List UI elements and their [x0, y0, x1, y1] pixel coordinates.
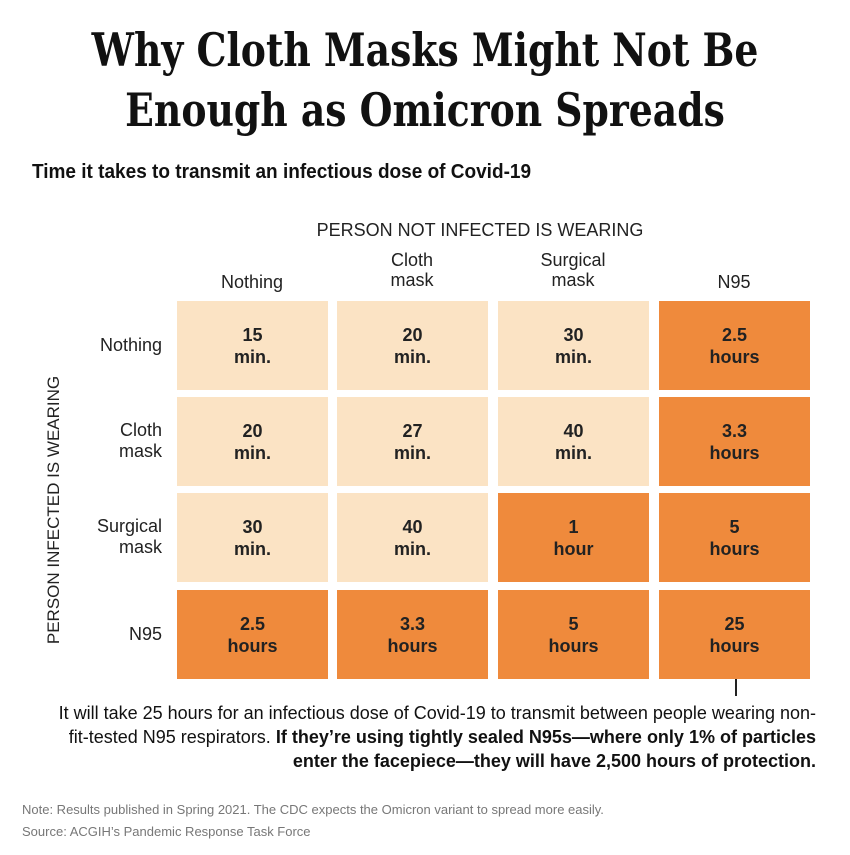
title-line-2: Enough as Omicron Spreads	[125, 83, 725, 137]
row-header: Surgical mask	[96, 516, 162, 557]
caption: It will take 25 hours for an infectious …	[56, 701, 816, 773]
row-header: Cloth mask	[118, 420, 162, 461]
column-axis-label: PERSON NOT INFECTED IS WEARING	[316, 220, 644, 240]
heatmap-cell: 40 min.	[337, 493, 488, 582]
row-header: N95	[128, 623, 162, 644]
title-line-1: Why Cloth Masks Might Not Be	[91, 23, 759, 77]
column-header: Surgical mask	[540, 250, 606, 290]
row-header: Nothing	[99, 334, 162, 355]
row-axis-label: PERSON INFECTED IS WEARING	[44, 375, 63, 645]
footnote: Note: Results published in Spring 2021. …	[22, 802, 604, 817]
source-line: Source: ACGIH’s Pandemic Response Task F…	[22, 824, 311, 839]
heatmap-cell: 3.3 hours	[337, 590, 488, 679]
heatmap-cell: 30 min.	[177, 493, 328, 582]
heatmap-cell: 3.3 hours	[659, 397, 810, 486]
pointer-line	[735, 668, 737, 696]
heatmap-cell: 2.5 hours	[177, 590, 328, 679]
column-header: Cloth mask	[390, 250, 434, 290]
heatmap-cell: 2.5 hours	[659, 301, 810, 390]
heatmap-cell: 20 min.	[337, 301, 488, 390]
column-header: Nothing	[220, 272, 284, 292]
heatmap-cell: 27 min.	[337, 397, 488, 486]
heatmap-cell: 20 min.	[177, 397, 328, 486]
heatmap-cell: 15 min.	[177, 301, 328, 390]
heatmap-cell: 30 min.	[498, 301, 649, 390]
heatmap-cell: 40 min.	[498, 397, 649, 486]
caption-regular: It will take 25 hours for an infectious …	[58, 703, 816, 747]
caption-bold: If they’re using tightly sealed N95s—whe…	[275, 727, 816, 771]
column-header: N95	[717, 272, 751, 292]
heatmap-cell: 5 hours	[659, 493, 810, 582]
heatmap-cell: 1 hour	[498, 493, 649, 582]
heatmap-cell: 5 hours	[498, 590, 649, 679]
heatmap-cell: 25 hours	[659, 590, 810, 679]
subtitle: Time it takes to transmit an infectious …	[32, 161, 532, 183]
